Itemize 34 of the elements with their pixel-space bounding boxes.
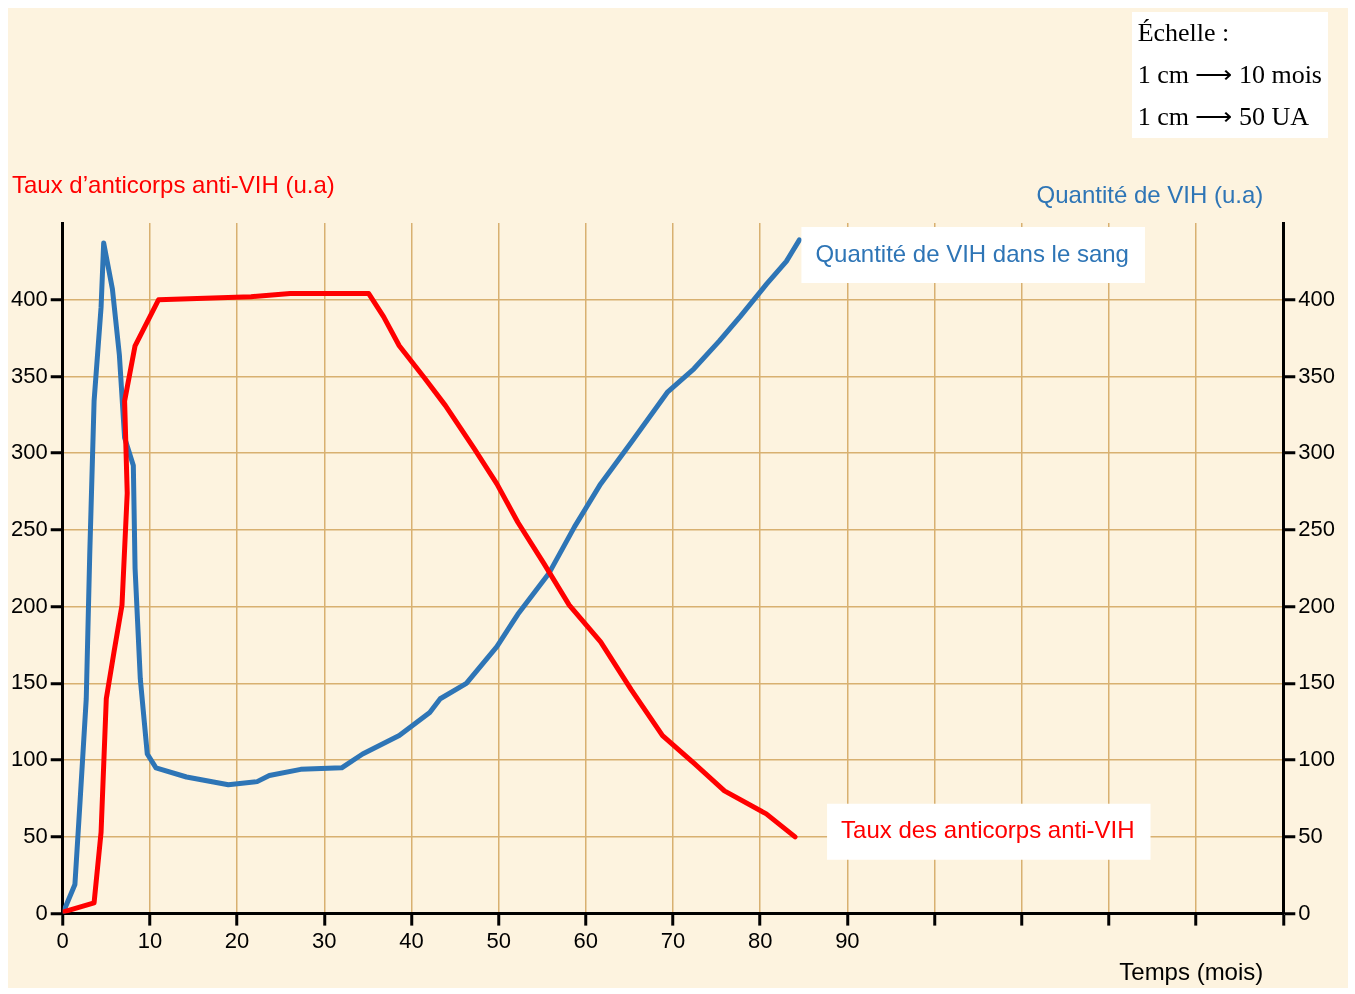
y-tick-label: 0 [35, 899, 48, 925]
x-tick-label: 0 [56, 927, 69, 953]
x-tick-label: 30 [312, 927, 337, 953]
y-tick-label: 50 [23, 822, 48, 848]
y2-axis-title: Quantité de VIH (u.a) [1036, 181, 1264, 208]
y2-tick-label: 100 [1298, 746, 1336, 772]
x-tick-label: 70 [660, 927, 686, 953]
y2-tick-label: 400 [1298, 285, 1336, 311]
y2-tick-label: 50 [1298, 822, 1323, 848]
y-tick-label: 400 [10, 285, 48, 311]
y-tick-label: 150 [10, 669, 48, 695]
y-tick-label: 300 [10, 439, 48, 465]
y-tick-label: 200 [10, 592, 48, 618]
x-axis-title: Temps (mois) [1119, 958, 1264, 985]
y2-tick-label: 250 [1298, 516, 1336, 541]
x-tick-label: 40 [399, 927, 424, 953]
y-axis-title: Taux d’anticorps anti-VIH (u.a) [12, 171, 335, 198]
scale-note: Échelle : 1 cm ⟶ 10 mois 1 cm ⟶ 50 UA [1131, 12, 1328, 138]
y2-tick-label: 150 [1298, 669, 1336, 695]
series-label: Quantité de VIH dans le sang [815, 239, 1129, 267]
x-tick-label: 60 [573, 927, 599, 953]
y-tick-label: 350 [10, 362, 48, 388]
y2-tick-label: 0 [1298, 899, 1311, 925]
x-tick-label: 20 [224, 927, 250, 953]
x-tick-label: 80 [747, 927, 773, 953]
x-tick-label: 50 [486, 927, 511, 953]
x-tick-label: 90 [835, 927, 860, 953]
y-tick-label: 250 [10, 516, 48, 541]
series-label: Taux des anticorps anti-VIH [841, 816, 1135, 844]
x-tick-label: 10 [137, 927, 163, 953]
y2-tick-label: 300 [1298, 439, 1336, 465]
y-tick-label: 100 [10, 746, 48, 772]
y2-tick-label: 200 [1298, 592, 1336, 618]
y2-tick-label: 350 [1298, 362, 1336, 388]
